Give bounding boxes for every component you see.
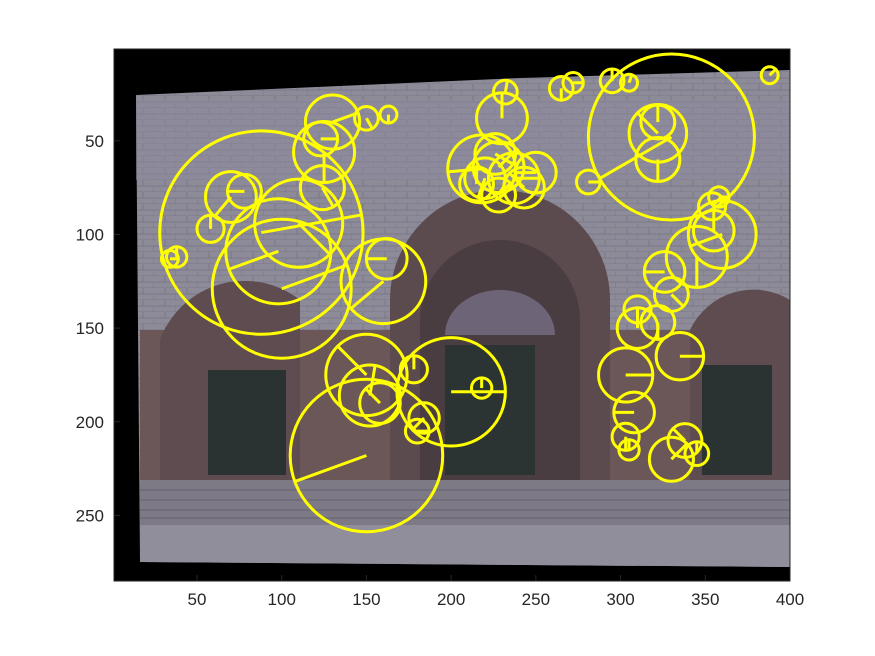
photo-image (114, 49, 790, 581)
axis-ticks: 50 100 150 200 250 300 350 400 50 100 150 200 250 (76, 132, 805, 609)
feature-circle-12 (303, 93, 362, 151)
axes-box (113, 48, 791, 582)
feature-circle-35 (492, 78, 519, 106)
feature-circle-41 (619, 72, 640, 93)
y-tick-label-50: 50 (85, 132, 104, 151)
feature-circle-4 (203, 170, 258, 224)
feature-circle-20 (358, 381, 402, 425)
ground (140, 525, 790, 567)
feature-orientation-17 (294, 454, 367, 483)
feature-circle-17 (288, 377, 445, 534)
feature-markers (158, 52, 780, 534)
y-tick-label-150: 150 (76, 319, 104, 338)
feature-orientation-41 (627, 74, 634, 84)
feature-orientation-18 (336, 345, 368, 377)
central-door (445, 345, 535, 475)
feature-orientation-30 (476, 177, 487, 198)
feature-circle-1 (210, 217, 353, 360)
x-tick-label-100: 100 (268, 590, 296, 609)
feature-circle-18 (324, 332, 409, 418)
feature-orientation-15 (349, 280, 385, 310)
central-portal-window (445, 290, 555, 335)
feature-circle-32 (480, 176, 518, 214)
x-tick-label-250: 250 (522, 590, 550, 609)
feature-circle-42 (586, 52, 756, 222)
x-tick-label-150: 150 (352, 590, 380, 609)
x-tick-label-200: 200 (437, 590, 465, 609)
left-door (208, 370, 286, 475)
feature-orientation-20 (364, 387, 382, 405)
x-tick-label-50: 50 (188, 590, 207, 609)
feature-orientation-19 (368, 365, 377, 396)
feature-circle-54 (615, 306, 660, 350)
x-tick-label-400: 400 (776, 590, 804, 609)
feature-orientation-60 (671, 427, 687, 442)
front-steps (140, 480, 790, 525)
x-tick-label-350: 350 (691, 590, 719, 609)
feature-orientation-52 (670, 293, 685, 308)
feature-circle-46 (759, 65, 780, 86)
feature-circle-33 (502, 165, 546, 210)
feature-circle-59 (647, 435, 695, 483)
feature-circle-7 (165, 245, 189, 269)
feature-orientation-4 (213, 196, 233, 218)
y-tick-label-200: 200 (76, 413, 104, 432)
y-tick-label-100: 100 (76, 225, 104, 244)
feature-orientation-1 (281, 263, 348, 291)
y-tick-label-250: 250 (76, 506, 104, 525)
feature-orientation-29 (494, 152, 514, 166)
feature-orientation-2 (228, 249, 279, 271)
right-door (702, 365, 772, 475)
feature-orientation-64 (689, 233, 723, 248)
feature-circle-0 (158, 129, 365, 336)
feature-circle-29 (473, 132, 518, 176)
feature-orientation-35 (503, 80, 509, 93)
feature-orientation-13 (365, 117, 374, 130)
x-tick-label-300: 300 (606, 590, 634, 609)
step-lines (140, 489, 790, 519)
feature-circle-23 (407, 401, 441, 435)
feature-orientation-0 (261, 213, 362, 235)
feature-circle-11 (298, 164, 346, 212)
feature-orientation-3 (297, 222, 331, 256)
feature-orientation-46 (768, 68, 777, 77)
feature-orientation-59 (670, 442, 689, 461)
feature-circle-64 (686, 199, 758, 270)
feature-circle-13 (353, 104, 380, 132)
feature-circle-3 (253, 177, 345, 269)
feature-orientation-11 (321, 186, 335, 208)
